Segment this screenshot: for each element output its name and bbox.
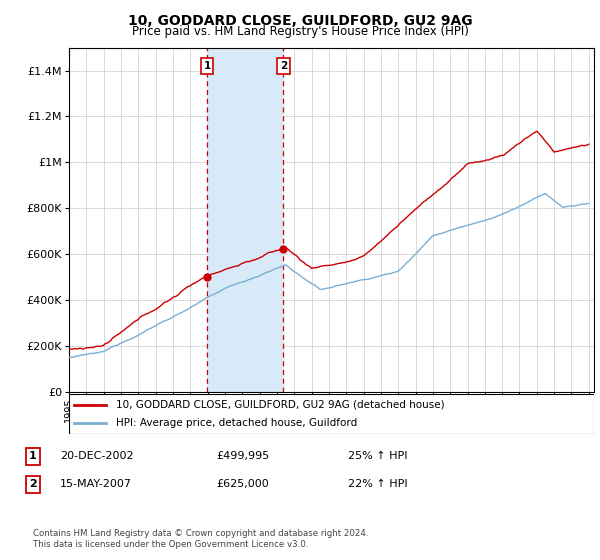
Text: 15-MAY-2007: 15-MAY-2007 <box>60 479 132 489</box>
Text: 22% ↑ HPI: 22% ↑ HPI <box>348 479 407 489</box>
Text: 1: 1 <box>29 451 37 461</box>
Text: 10, GODDARD CLOSE, GUILDFORD, GU2 9AG: 10, GODDARD CLOSE, GUILDFORD, GU2 9AG <box>128 14 472 28</box>
Text: 2: 2 <box>280 61 287 71</box>
Text: 25% ↑ HPI: 25% ↑ HPI <box>348 451 407 461</box>
Text: £625,000: £625,000 <box>216 479 269 489</box>
Text: Contains HM Land Registry data © Crown copyright and database right 2024.
This d: Contains HM Land Registry data © Crown c… <box>33 529 368 549</box>
Text: 10, GODDARD CLOSE, GUILDFORD, GU2 9AG (detached house): 10, GODDARD CLOSE, GUILDFORD, GU2 9AG (d… <box>116 400 445 410</box>
Text: 20-DEC-2002: 20-DEC-2002 <box>60 451 134 461</box>
Text: £499,995: £499,995 <box>216 451 269 461</box>
Text: 2: 2 <box>29 479 37 489</box>
Bar <box>207 48 283 392</box>
Text: HPI: Average price, detached house, Guildford: HPI: Average price, detached house, Guil… <box>116 418 358 428</box>
Text: 1: 1 <box>203 61 211 71</box>
Text: Price paid vs. HM Land Registry's House Price Index (HPI): Price paid vs. HM Land Registry's House … <box>131 25 469 38</box>
